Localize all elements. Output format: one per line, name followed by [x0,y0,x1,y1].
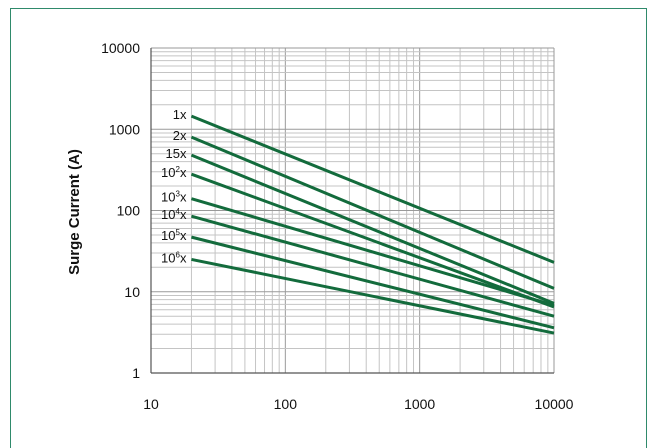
y-tick-label: 10000 [101,40,140,56]
x-tick-labels: 10 100 1000 10000 [143,396,573,412]
series-label: 15x [165,146,186,161]
series-line [191,197,555,307]
y-tick-label: 100 [117,203,141,219]
series-line [191,214,555,318]
y-tick-label: 10 [124,284,140,300]
series-labels: 1x 2x 15x 102x 103x 104x 105x 106x [161,107,187,265]
series-line [191,235,555,330]
y-axis-label: Surge Current (A) [66,149,83,275]
series-label: 102x [161,165,187,180]
chart-frame [10,8,647,448]
series-line [190,114,555,264]
axes [150,48,554,374]
x-tick-label: 10 [143,396,159,412]
x-tick-label: 100 [274,396,298,412]
x-tick-label: 1000 [404,396,435,412]
series-label: 104x [161,207,187,222]
series-label: 1x [173,107,187,122]
series-label: 2x [173,128,187,143]
y-tick-label: 1 [132,365,140,381]
series-lines [190,114,555,335]
series-label: 106x [161,250,187,265]
grid [150,47,555,374]
series-line [190,135,555,290]
series-label: 105x [161,228,187,243]
series-label: 103x [161,190,187,205]
y-tick-labels: 10000 1000 100 10 1 [101,40,140,381]
y-tick-label: 1000 [109,121,140,137]
series-line [191,257,555,335]
x-tick-label: 10000 [535,396,574,412]
series-line [190,153,555,305]
series-line [190,172,555,309]
